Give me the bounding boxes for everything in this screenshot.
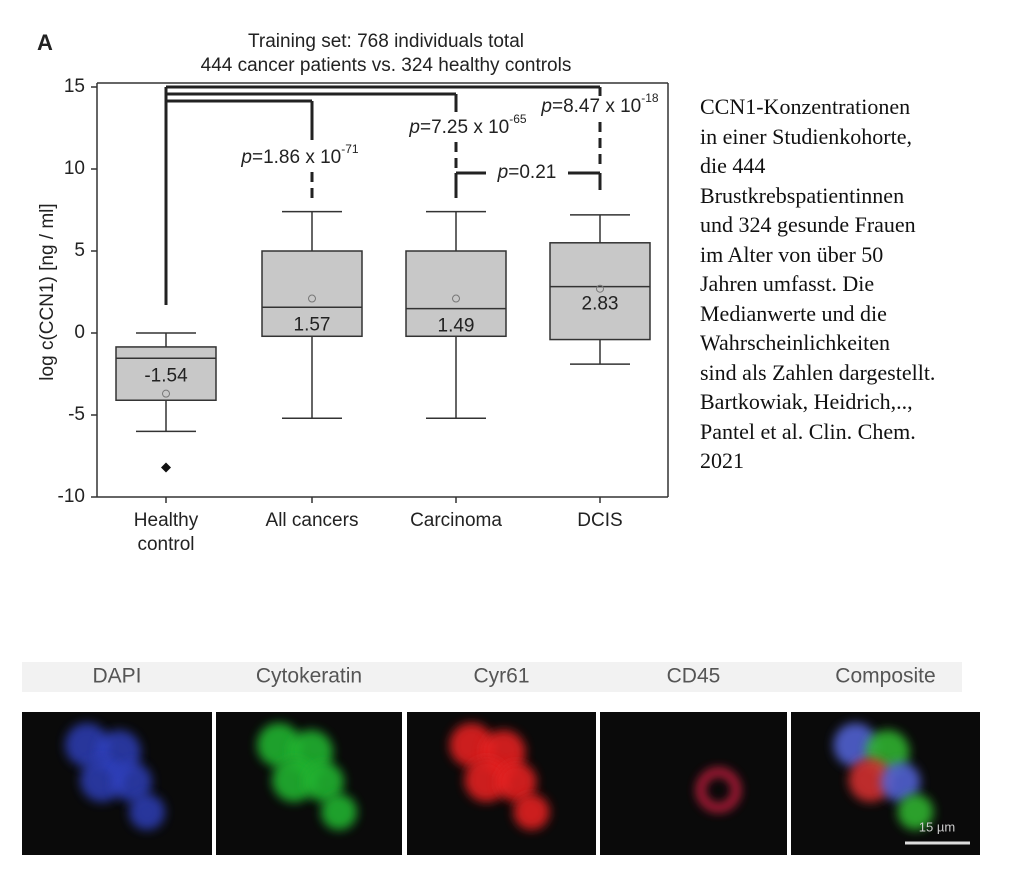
- caption-line: Brustkrebspatientinnen: [700, 182, 905, 208]
- channel-label: Composite: [835, 665, 935, 688]
- caption-line: im Alter von über 50: [700, 241, 884, 267]
- cell: [321, 794, 357, 830]
- caption-line: Pantel et al. Clin. Chem.: [700, 418, 916, 444]
- x-tick-label: DCIS: [577, 510, 623, 531]
- x-tick-label: All cancers: [265, 510, 359, 531]
- chart-title: 444 cancer patients vs. 324 healthy cont…: [201, 55, 572, 76]
- cell: [880, 762, 921, 802]
- caption-line: in einer Studienkohorte,: [700, 123, 913, 149]
- cell: [129, 794, 165, 830]
- y-tick-label: 5: [74, 240, 85, 261]
- cell: [897, 794, 934, 830]
- p-value: p=1.86 x 10-71: [240, 142, 359, 168]
- median-label: 2.83: [582, 294, 619, 315]
- box: [405, 250, 507, 338]
- y-tick-label: 15: [64, 76, 85, 97]
- y-axis-label: log c(CCN1) [ng / ml]: [37, 203, 58, 380]
- mean: [596, 284, 604, 293]
- mean: [452, 294, 460, 303]
- p-exponent: -18: [641, 91, 659, 105]
- p-text: =7.25 x 10: [420, 117, 509, 138]
- caption-line: Medianwerte und die: [700, 300, 887, 326]
- p-value: p=7.25 x 10-65: [408, 112, 527, 138]
- caption-line: 2021: [700, 448, 744, 473]
- caption-line: Jahren umfasst. Die: [700, 271, 875, 296]
- channel-label: Cytokeratin: [256, 665, 362, 688]
- p-text: =0.21: [508, 162, 556, 183]
- box: [261, 250, 363, 338]
- cell: [80, 758, 124, 802]
- channel-label: Cyr61: [473, 665, 529, 688]
- y-tick-label: -5: [68, 404, 85, 425]
- micro-image: [600, 712, 787, 855]
- caption-line: Bartkowiak, Heidrich,..,: [700, 389, 913, 414]
- mean: [162, 389, 170, 398]
- scale-bar-label: 15 µm: [919, 819, 955, 834]
- p-value: p=8.47 x 10-18: [540, 91, 659, 117]
- caption-line: die 444: [700, 153, 766, 178]
- outlier: [161, 462, 171, 473]
- p-text: =1.86 x 10: [252, 147, 341, 168]
- cell: [696, 768, 741, 812]
- mean: [308, 294, 316, 303]
- median-label: 1.49: [438, 316, 475, 337]
- p-symbol: p: [408, 117, 420, 138]
- cell: [112, 762, 152, 802]
- caption-line: sind als Zahlen dargestellt.: [700, 359, 936, 385]
- box: [549, 242, 651, 341]
- cell: [272, 758, 316, 802]
- box: [115, 346, 217, 401]
- y-tick-label: -10: [58, 486, 85, 507]
- label-strip: [22, 662, 962, 692]
- cell: [304, 762, 344, 802]
- caption: CCN1-Konzentrationen in einer Studienkoho…: [700, 92, 935, 476]
- median-label: -1.54: [144, 365, 188, 386]
- p-text: =8.47 x 10: [552, 96, 641, 117]
- p-exponent: -71: [341, 142, 359, 156]
- caption-line: und 324 gesunde Frauen: [700, 212, 916, 237]
- chart-title: Training set: 768 individuals total: [248, 31, 524, 52]
- caption-line: Wahrscheinlichkeiten: [700, 330, 891, 355]
- channel-label: DAPI: [92, 665, 141, 688]
- x-tick-label: Healthy control: [133, 510, 199, 555]
- cell: [464, 758, 509, 802]
- cell: [848, 758, 893, 802]
- x-tick-label: Carcinoma: [410, 510, 502, 531]
- caption-line: CCN1-Konzentrationen: [700, 94, 911, 119]
- channel-label: CD45: [667, 665, 721, 688]
- cell: [513, 794, 550, 830]
- median-label: 1.57: [294, 314, 331, 335]
- y-tick-label: 10: [64, 158, 85, 179]
- cell: [496, 762, 537, 802]
- p-exponent: -65: [509, 112, 527, 126]
- p-value: p=0.21: [497, 162, 557, 183]
- y-tick-label: 0: [74, 322, 85, 343]
- p-symbol: p: [240, 147, 252, 168]
- panel-label: A: [37, 30, 53, 55]
- p-symbol: p: [497, 162, 509, 183]
- p-symbol: p: [540, 96, 552, 117]
